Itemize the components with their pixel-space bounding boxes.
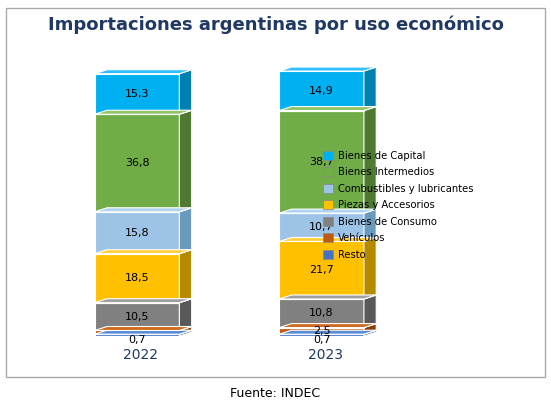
Bar: [279, 71, 364, 111]
Polygon shape: [279, 324, 376, 328]
Text: 15,3: 15,3: [125, 89, 149, 99]
Polygon shape: [364, 209, 376, 241]
Text: 18,5: 18,5: [125, 273, 149, 283]
Polygon shape: [95, 326, 192, 330]
Polygon shape: [364, 330, 376, 336]
Polygon shape: [95, 110, 192, 114]
Polygon shape: [364, 295, 376, 328]
Text: 36,8: 36,8: [125, 158, 149, 168]
Text: 10,5: 10,5: [125, 312, 149, 322]
Polygon shape: [180, 330, 192, 336]
Bar: [95, 74, 180, 114]
Polygon shape: [95, 208, 192, 212]
Bar: [95, 212, 180, 253]
Polygon shape: [279, 330, 376, 334]
Text: 21,7: 21,7: [309, 265, 334, 275]
Bar: [279, 334, 364, 336]
Polygon shape: [180, 250, 192, 303]
Polygon shape: [364, 237, 376, 299]
Bar: [279, 111, 364, 213]
Polygon shape: [95, 250, 192, 253]
Polygon shape: [180, 208, 192, 253]
Polygon shape: [279, 295, 376, 299]
Polygon shape: [279, 209, 376, 213]
Polygon shape: [364, 107, 376, 213]
Text: 14,9: 14,9: [309, 86, 334, 96]
Polygon shape: [180, 326, 192, 334]
Bar: [279, 299, 364, 328]
Legend: Bienes de Capital, Bienes Intermedios, Combustibles y lubricantes, Piezas y Acce: Bienes de Capital, Bienes Intermedios, C…: [320, 148, 477, 263]
Bar: [95, 253, 180, 303]
Text: 0,7: 0,7: [128, 335, 146, 345]
Text: 2,5: 2,5: [313, 326, 331, 336]
Bar: [95, 334, 180, 336]
Bar: [95, 330, 180, 334]
Polygon shape: [180, 299, 192, 330]
Text: Fuente: INDEC: Fuente: INDEC: [230, 387, 321, 400]
Polygon shape: [279, 107, 376, 111]
Text: 2023: 2023: [308, 348, 343, 362]
Text: 15,8: 15,8: [125, 228, 149, 238]
Bar: [95, 303, 180, 330]
Polygon shape: [95, 70, 192, 74]
Text: 0,7: 0,7: [313, 335, 331, 345]
Text: Importaciones argentinas por uso económico: Importaciones argentinas por uso económi…: [47, 15, 504, 34]
Polygon shape: [279, 67, 376, 71]
Polygon shape: [364, 324, 376, 334]
Polygon shape: [364, 67, 376, 111]
Text: 2022: 2022: [123, 348, 158, 362]
Bar: [95, 114, 180, 212]
Polygon shape: [279, 237, 376, 241]
Polygon shape: [180, 110, 192, 212]
Bar: [279, 241, 364, 299]
Text: 10,7: 10,7: [309, 222, 334, 232]
Polygon shape: [180, 70, 192, 114]
Bar: [279, 213, 364, 241]
Text: 38,7: 38,7: [309, 157, 334, 167]
Polygon shape: [95, 299, 192, 303]
Polygon shape: [95, 330, 192, 334]
Bar: [279, 328, 364, 334]
Text: 10,8: 10,8: [309, 308, 334, 318]
